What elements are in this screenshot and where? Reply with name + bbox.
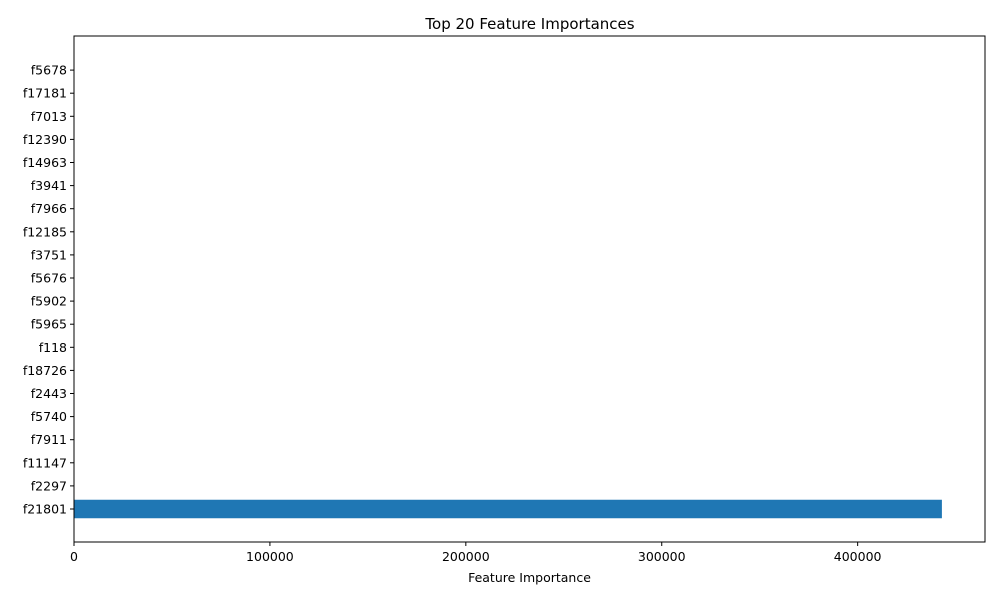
y-tick-label: f17181 — [23, 86, 67, 101]
chart-title: Top 20 Feature Importances — [424, 15, 634, 33]
x-tick-label: 300000 — [638, 549, 686, 564]
bar-f21801 — [74, 499, 942, 519]
y-tick-label: f7013 — [31, 109, 67, 124]
y-tick-label: f3751 — [31, 247, 67, 262]
y-tick-label: f7966 — [31, 201, 67, 216]
y-tick-label: f5740 — [31, 409, 67, 424]
y-tick-label: f12185 — [23, 224, 67, 239]
x-tick-label: 400000 — [834, 549, 882, 564]
y-tick-label: f11147 — [23, 455, 67, 470]
y-tick-label: f5902 — [31, 294, 67, 309]
y-tick-label: f5678 — [31, 63, 67, 78]
y-tick-label: f2297 — [31, 478, 67, 493]
plot-frame — [73, 35, 986, 543]
x-tick-label: 200000 — [442, 549, 490, 564]
x-axis-title: Feature Importance — [468, 570, 591, 585]
x-tick-label: 0 — [70, 549, 78, 564]
y-tick-label: f2443 — [31, 386, 67, 401]
y-axis: f21801 f2297 f11147 f7911 f5740 f2443 f18726 f1… — [23, 63, 74, 517]
y-tick-label: f12390 — [23, 132, 67, 147]
y-tick-label: f21801 — [23, 502, 67, 517]
x-axis: 0 100000 200000 300000 400000 — [70, 542, 882, 564]
y-tick-label: f7911 — [31, 432, 67, 447]
x-tick-label: 100000 — [246, 549, 294, 564]
y-tick-label: f5676 — [31, 271, 67, 286]
bars-layer — [74, 499, 942, 519]
y-tick-label: f18726 — [23, 363, 67, 378]
y-tick-label: f5965 — [31, 317, 67, 332]
y-tick-label: f14963 — [23, 155, 67, 170]
y-tick-label: f3941 — [31, 178, 67, 193]
y-tick-label: f118 — [39, 340, 67, 355]
